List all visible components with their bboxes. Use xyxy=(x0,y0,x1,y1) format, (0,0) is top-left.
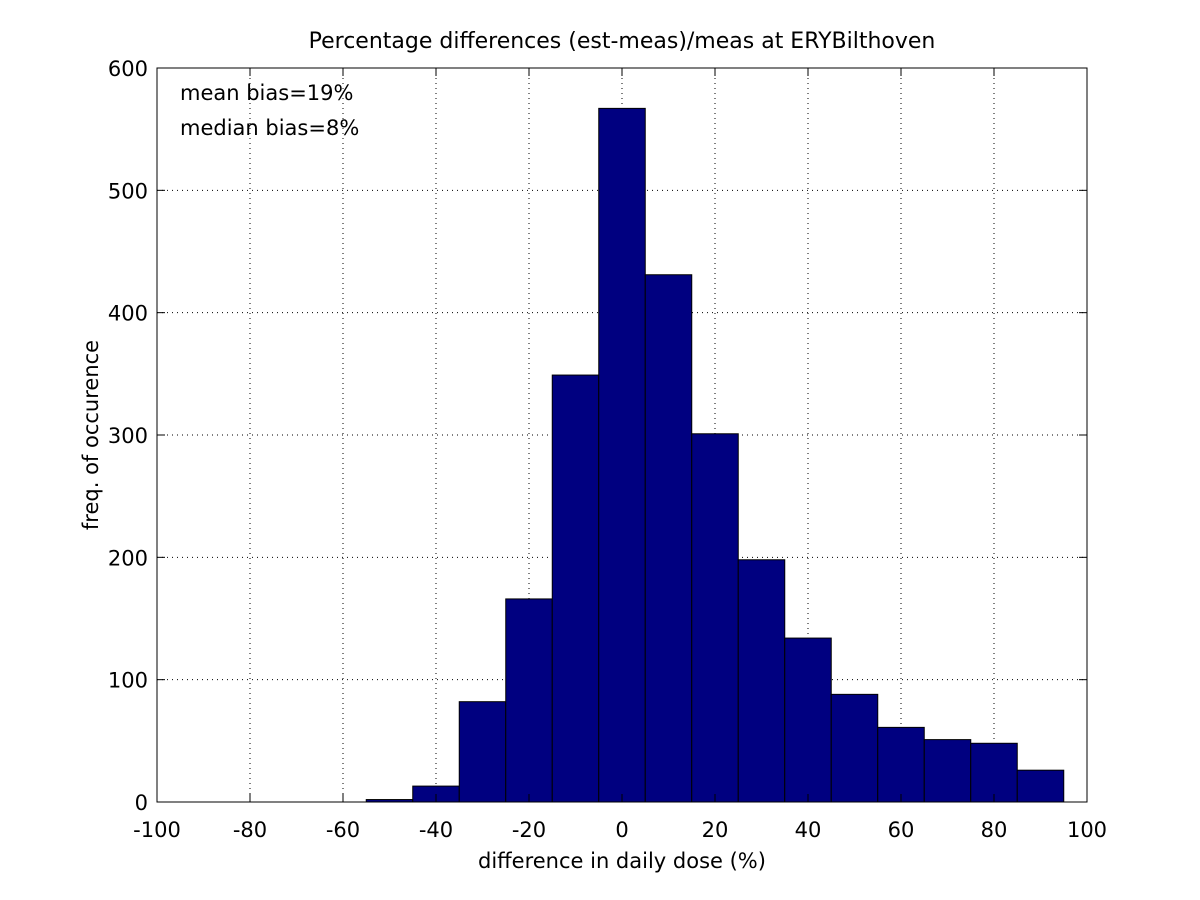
y-tick-label: 500 xyxy=(108,179,148,203)
bars-layer xyxy=(365,107,1065,803)
y-tick-label: 100 xyxy=(108,669,148,693)
histogram-bar xyxy=(784,637,832,803)
x-tick-label: 20 xyxy=(702,818,729,842)
histogram-bar xyxy=(551,374,600,803)
histogram-bar xyxy=(830,693,879,803)
x-tick-label: -20 xyxy=(512,818,546,842)
y-tick-label: 0 xyxy=(135,791,148,815)
x-tick-label: 100 xyxy=(1067,818,1107,842)
histogram-bar xyxy=(458,701,507,803)
x-tick-label: 40 xyxy=(795,818,822,842)
ticks-layer: -100 -80 -60 -40 -20 0 20 40 60 80 100 0 100 200 300 40… xyxy=(108,57,1107,842)
x-axis-label: difference in daily dose (%) xyxy=(478,849,766,873)
histogram-bar xyxy=(691,433,739,803)
x-tick-label: -100 xyxy=(133,818,181,842)
y-tick-label: 300 xyxy=(108,424,148,448)
histogram-bar xyxy=(877,726,925,803)
histogram-bar xyxy=(970,742,1018,803)
median-bias-annotation: median bias=8% xyxy=(180,116,359,140)
x-tick-label: 60 xyxy=(888,818,915,842)
x-tick-label: 80 xyxy=(981,818,1008,842)
x-tick-label: 0 xyxy=(615,818,628,842)
y-tick-label: 200 xyxy=(108,546,148,570)
histogram-bar xyxy=(505,598,553,803)
histogram-bar xyxy=(1016,769,1065,803)
histogram-bar xyxy=(598,107,646,803)
y-tick-label: 600 xyxy=(108,57,148,81)
mean-bias-annotation: mean bias=19% xyxy=(180,81,353,105)
histogram-bar xyxy=(644,274,693,803)
y-axis-label: freq. of occurence xyxy=(79,340,103,530)
histogram-bar xyxy=(737,559,786,803)
x-tick-label: -40 xyxy=(419,818,453,842)
chart-title: Percentage differences (est-meas)/meas a… xyxy=(309,29,936,54)
y-tick-label: 400 xyxy=(108,302,148,326)
x-tick-label: -80 xyxy=(233,818,267,842)
histogram-bar xyxy=(923,739,972,803)
x-tick-label: -60 xyxy=(326,818,360,842)
